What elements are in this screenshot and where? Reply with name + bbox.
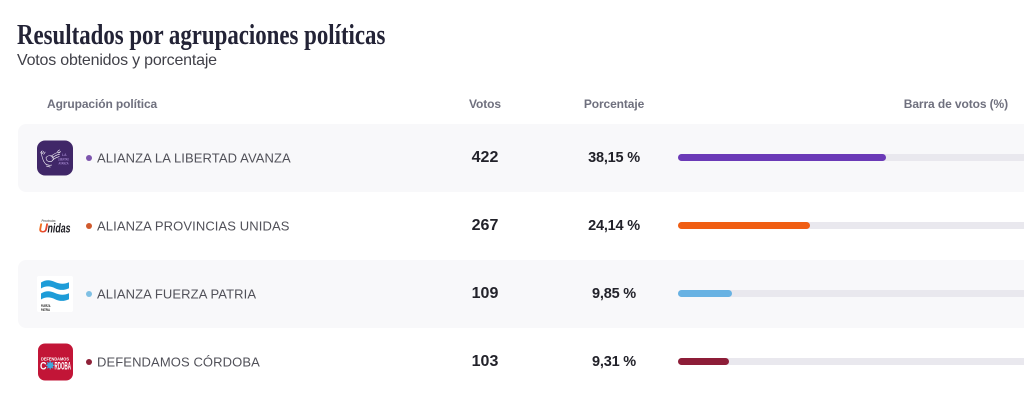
svg-text:RDOBA: RDOBA — [54, 361, 71, 373]
svg-text:PATRIA: PATRIA — [41, 308, 50, 312]
svg-text:LIBERTAD: LIBERTAD — [58, 157, 69, 161]
svg-text:C: C — [40, 361, 47, 373]
svg-text:AVANZA: AVANZA — [59, 162, 69, 166]
svg-text:FUERZA: FUERZA — [41, 304, 51, 308]
svg-text:LA: LA — [62, 153, 67, 157]
svg-text:DEFENDAMOS: DEFENDAMOS — [41, 357, 69, 362]
svg-text:Provincias: Provincias — [42, 219, 56, 223]
svg-text:nidas: nidas — [48, 221, 71, 236]
svg-text:U: U — [39, 221, 49, 236]
